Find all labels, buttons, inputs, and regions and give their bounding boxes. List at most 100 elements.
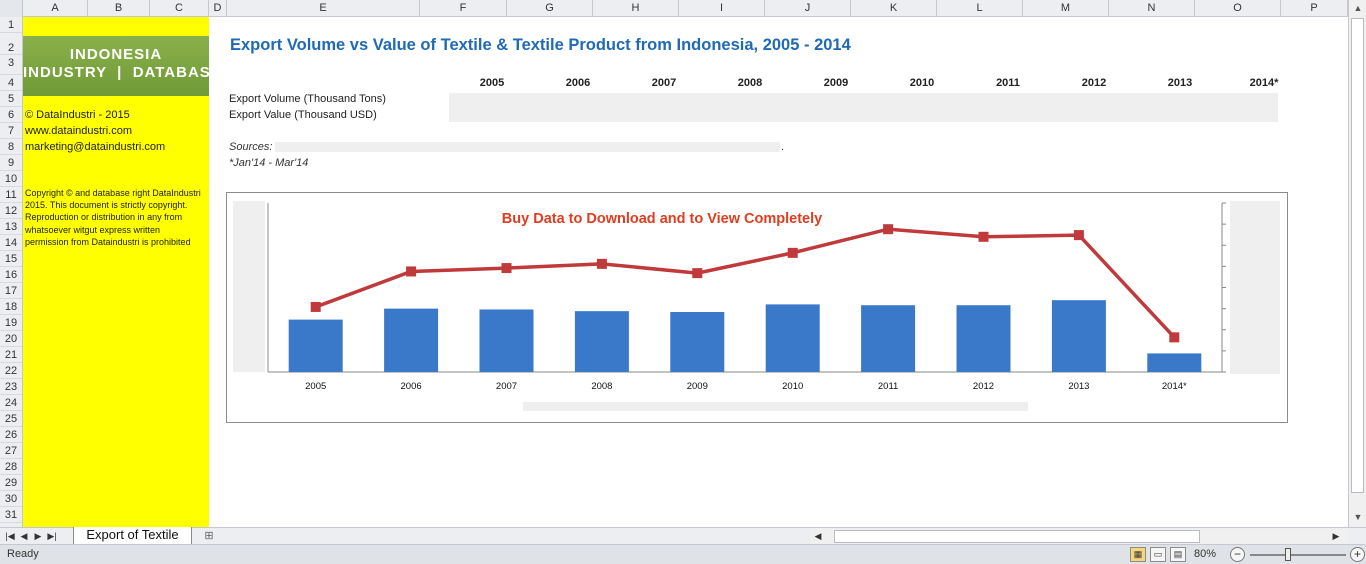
line-point bbox=[310, 301, 321, 312]
row-header[interactable]: 15 bbox=[0, 251, 22, 267]
column-header-j[interactable]: J bbox=[765, 0, 851, 17]
prev-sheet-icon[interactable]: ◀ bbox=[20, 531, 28, 541]
zoom-slider-track[interactable] bbox=[1250, 554, 1346, 556]
row-header[interactable]: 9 bbox=[0, 155, 22, 171]
column-header-n[interactable]: N bbox=[1109, 0, 1195, 17]
year-header[interactable]: 2007 bbox=[651, 77, 677, 89]
bar bbox=[288, 319, 343, 372]
row-header[interactable]: 28 bbox=[0, 459, 22, 475]
year-header[interactable]: 2014* bbox=[1249, 77, 1279, 89]
logo: INDONESIA INDUSTRY | DATABASE bbox=[23, 36, 222, 96]
row-header[interactable]: 24 bbox=[0, 395, 22, 411]
insert-sheet-icon[interactable]: ⊞ bbox=[204, 530, 214, 542]
row-header[interactable]: 17 bbox=[0, 283, 22, 299]
year-header[interactable]: 2012 bbox=[1081, 77, 1107, 89]
first-sheet-icon[interactable]: |◀ bbox=[5, 531, 15, 541]
row-header-bar: 1 2 3 4 5 6 7 8 9 10 11 12 13 14 15 16 1… bbox=[0, 17, 23, 527]
column-header-b[interactable]: B bbox=[88, 0, 150, 17]
scroll-right-icon[interactable]: ▶ bbox=[1332, 531, 1340, 541]
export-value-label[interactable]: Export Value (Thousand USD) bbox=[229, 109, 377, 121]
row-header[interactable]: 23 bbox=[0, 379, 22, 395]
row-header[interactable]: 29 bbox=[0, 475, 22, 491]
logo-line-2: INDUSTRY | DATABASE bbox=[23, 64, 222, 81]
column-header-i[interactable]: I bbox=[679, 0, 765, 17]
bar bbox=[384, 308, 439, 372]
x-tick-label: 2009 bbox=[687, 381, 708, 392]
row-header[interactable]: 12 bbox=[0, 203, 22, 219]
row-header[interactable]: 7 bbox=[0, 123, 22, 139]
row-header[interactable]: 19 bbox=[0, 315, 22, 331]
status-bar: Ready ▦ ▭ ▤ 80% − + bbox=[0, 544, 1366, 564]
chart[interactable]: 2005 2006 2007 2008 2009 2010 2011 2012 2013 2014… bbox=[226, 192, 1288, 423]
line-point bbox=[596, 258, 607, 269]
row-header[interactable]: 1 bbox=[0, 17, 22, 33]
row-header[interactable]: 16 bbox=[0, 267, 22, 283]
row-header[interactable]: 13 bbox=[0, 219, 22, 235]
vertical-scroll-thumb[interactable] bbox=[1351, 18, 1364, 493]
column-header-h[interactable]: H bbox=[593, 0, 679, 17]
row-header[interactable]: 14 bbox=[0, 235, 22, 251]
horizontal-scroll-thumb[interactable] bbox=[834, 530, 1200, 543]
column-header-l[interactable]: L bbox=[937, 0, 1023, 17]
bar bbox=[574, 311, 629, 372]
last-sheet-icon[interactable]: ▶| bbox=[47, 531, 57, 541]
row-header[interactable]: 26 bbox=[0, 427, 22, 443]
row-header[interactable]: 11 bbox=[0, 187, 22, 203]
column-header-o[interactable]: O bbox=[1195, 0, 1281, 17]
scroll-down-icon[interactable]: ▼ bbox=[1353, 512, 1363, 522]
column-header-a[interactable]: A bbox=[23, 0, 88, 17]
row-header[interactable]: 30 bbox=[0, 491, 22, 507]
next-sheet-icon[interactable]: ▶ bbox=[34, 531, 42, 541]
column-header-m[interactable]: M bbox=[1023, 0, 1109, 17]
row-header[interactable]: 18 bbox=[0, 299, 22, 315]
footnote[interactable]: *Jan'14 - Mar'14 bbox=[229, 157, 309, 169]
page-break-view-icon[interactable]: ▤ bbox=[1170, 547, 1186, 562]
row-header[interactable]: 10 bbox=[0, 171, 22, 187]
row-header[interactable]: 5 bbox=[0, 91, 22, 107]
year-header[interactable]: 2006 bbox=[565, 77, 591, 89]
row-header[interactable]: 6 bbox=[0, 107, 22, 123]
scroll-up-icon[interactable]: ▲ bbox=[1353, 3, 1363, 13]
normal-view-icon[interactable]: ▦ bbox=[1130, 547, 1146, 562]
year-header[interactable]: 2009 bbox=[823, 77, 849, 89]
export-volume-label[interactable]: Export Volume (Thousand Tons) bbox=[229, 93, 386, 105]
year-header[interactable]: 2008 bbox=[737, 77, 763, 89]
column-header-g[interactable]: G bbox=[507, 0, 593, 17]
row-header[interactable]: 31 bbox=[0, 507, 22, 523]
page-layout-view-icon[interactable]: ▭ bbox=[1150, 547, 1166, 562]
column-header-c[interactable]: C bbox=[150, 0, 209, 17]
column-header-e[interactable]: E bbox=[227, 0, 420, 17]
line-point bbox=[1073, 230, 1084, 241]
website-text: www.dataindustri.com bbox=[25, 125, 132, 137]
column-header-k[interactable]: K bbox=[851, 0, 937, 17]
scroll-left-icon[interactable]: ◀ bbox=[814, 531, 822, 541]
year-header[interactable]: 2013 bbox=[1167, 77, 1193, 89]
year-header[interactable]: 2011 bbox=[996, 77, 1020, 89]
row-header[interactable]: 2 bbox=[0, 33, 22, 55]
column-header-d[interactable]: D bbox=[209, 0, 227, 17]
zoom-out-icon[interactable]: − bbox=[1230, 547, 1245, 562]
row-header[interactable]: 27 bbox=[0, 443, 22, 459]
line-point bbox=[787, 247, 798, 258]
row-header[interactable]: 3 bbox=[0, 55, 22, 75]
chart-svg: 2005 2006 2007 2008 2009 2010 2011 2012 2013 2014… bbox=[233, 201, 1280, 411]
row-header[interactable]: 25 bbox=[0, 411, 22, 427]
row-header[interactable]: 20 bbox=[0, 331, 22, 347]
zoom-slider-thumb[interactable] bbox=[1285, 548, 1291, 561]
year-header[interactable]: 2005 bbox=[479, 77, 505, 89]
select-all-corner[interactable] bbox=[0, 0, 23, 17]
horizontal-scrollbar[interactable]: ◀ ▶ bbox=[810, 529, 1348, 544]
column-header-f[interactable]: F bbox=[420, 0, 507, 17]
sources-label[interactable]: Sources: bbox=[229, 141, 273, 153]
row-header[interactable]: 8 bbox=[0, 139, 22, 155]
column-header-p[interactable]: P bbox=[1281, 0, 1348, 17]
row-header[interactable]: 21 bbox=[0, 347, 22, 363]
zoom-level[interactable]: 80% bbox=[1194, 548, 1217, 560]
year-header[interactable]: 2010 bbox=[909, 77, 935, 89]
page-title[interactable]: Export Volume vs Value of Textile & Text… bbox=[230, 36, 851, 54]
tab-export-of-textile[interactable]: Export of Textile bbox=[73, 527, 192, 545]
zoom-in-icon[interactable]: + bbox=[1350, 547, 1365, 562]
row-header[interactable]: 4 bbox=[0, 75, 22, 91]
row-header[interactable]: 22 bbox=[0, 363, 22, 379]
vertical-scrollbar[interactable]: ▲ ▼ bbox=[1348, 0, 1366, 527]
